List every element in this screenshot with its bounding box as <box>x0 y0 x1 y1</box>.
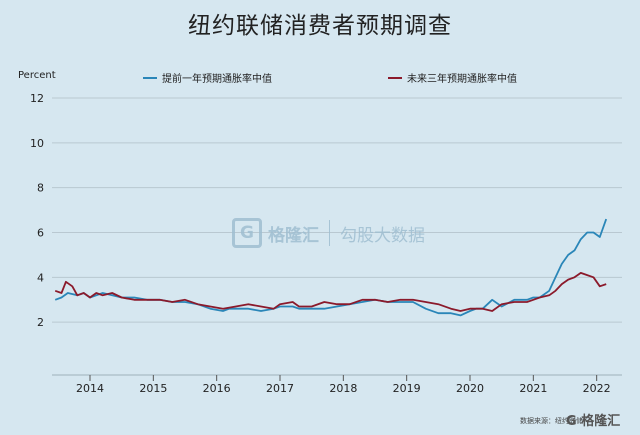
x-tick-label: 2019 <box>393 382 421 395</box>
series-lines <box>54 218 608 317</box>
y-tick-label: 2 <box>37 316 44 329</box>
legend-swatch-three-year <box>388 76 402 79</box>
x-tick-label: 2021 <box>519 382 547 395</box>
y-tick-label: 6 <box>37 227 44 240</box>
corner-badge: G 格隆汇 <box>566 414 621 429</box>
y-tick-labels: 2 4 6 8 10 12 <box>30 92 44 329</box>
legend-swatch-one-year <box>143 76 157 79</box>
x-tick-label: 2020 <box>456 382 484 395</box>
watermark-site: 勾股大数据 <box>340 225 425 246</box>
legend-item-one-year: 提前一年预期通胀率中值 <box>143 70 272 85</box>
chart-title: 纽约联储消费者预期调查 <box>188 13 452 39</box>
grid-lines <box>52 97 622 381</box>
legend-item-three-year: 未来三年预期通胀率中值 <box>388 70 517 85</box>
x-tick-label: 2016 <box>203 382 231 395</box>
legend-label-one-year: 提前一年预期通胀率中值 <box>162 74 272 85</box>
legend-label-three-year: 未来三年预期通胀率中值 <box>407 74 517 85</box>
y-tick-label: 4 <box>37 271 44 284</box>
watermark: G 格隆汇 勾股大数据 <box>232 218 425 248</box>
y-tick-label: 8 <box>37 182 44 195</box>
watermark-logo-icon: G <box>232 218 262 248</box>
source-note: 数据来源：纽约联储 <box>520 417 583 425</box>
x-tick-labels: 2014 2015 2016 2017 2018 2019 2020 2021 2022 <box>76 382 611 395</box>
y-tick-label: 12 <box>30 92 44 105</box>
watermark-divider <box>329 220 330 246</box>
series-line-three-year <box>54 271 607 312</box>
x-tick-label: 2015 <box>139 382 167 395</box>
series-line-one-year <box>54 218 608 317</box>
y-tick-label: 10 <box>30 137 44 150</box>
watermark-name: 格隆汇 <box>268 225 319 246</box>
x-tick-label: 2017 <box>266 382 294 395</box>
x-tick-label: 2014 <box>76 382 104 395</box>
x-tick-label: 2018 <box>329 382 357 395</box>
x-tick-label: 2022 <box>583 382 611 395</box>
y-axis-unit: Percent <box>18 70 56 81</box>
